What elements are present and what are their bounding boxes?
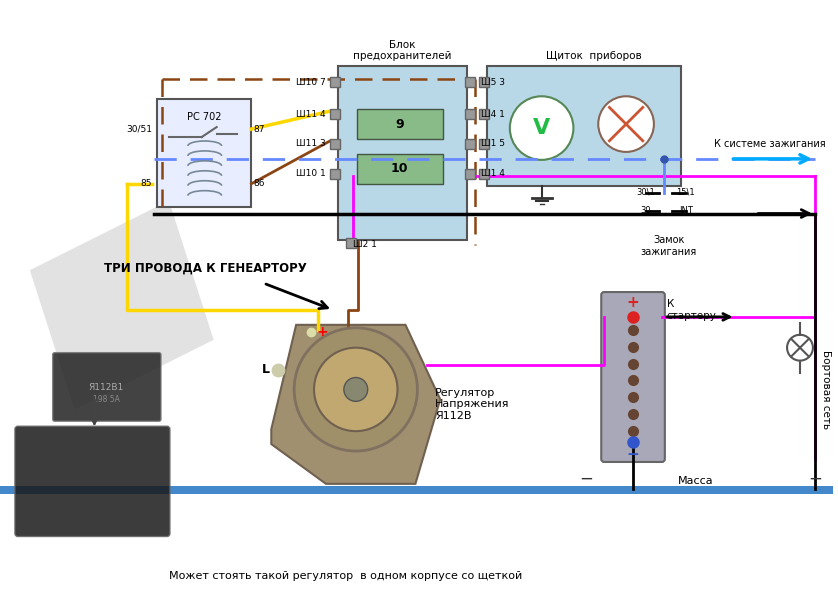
Text: Ш5 3: Ш5 3 — [481, 78, 505, 87]
Text: Ш11 3: Ш11 3 — [296, 140, 326, 149]
FancyBboxPatch shape — [357, 109, 443, 139]
Text: L: L — [262, 363, 271, 376]
Circle shape — [787, 335, 813, 361]
Bar — [338, 66, 467, 241]
Text: Ш1 5: Ш1 5 — [481, 140, 505, 149]
Bar — [479, 139, 489, 149]
Text: 85: 85 — [141, 179, 152, 188]
Text: Может стоять такой регулятор  в одном корпусе со щеткой: Может стоять такой регулятор в одном кор… — [169, 571, 522, 581]
Text: РС 702: РС 702 — [187, 112, 221, 122]
Polygon shape — [272, 325, 440, 484]
Text: Ш10 7: Ш10 7 — [296, 78, 326, 87]
Text: Ш1 4: Ш1 4 — [481, 170, 504, 179]
Text: 30/51: 30/51 — [126, 125, 152, 134]
Bar — [465, 109, 475, 119]
FancyBboxPatch shape — [601, 292, 665, 462]
Circle shape — [598, 96, 654, 152]
Bar — [479, 109, 489, 119]
Bar — [465, 78, 475, 87]
Text: К
стартеру: К стартеру — [667, 299, 716, 321]
Text: 198 5А: 198 5А — [93, 395, 120, 404]
Circle shape — [294, 328, 417, 451]
Text: Я112В1: Я112В1 — [89, 383, 124, 392]
Text: −: − — [579, 470, 593, 488]
Bar — [330, 78, 340, 87]
Text: Масса: Масса — [678, 476, 713, 486]
Text: V: V — [533, 118, 551, 138]
Bar — [465, 169, 475, 179]
Text: 15\1: 15\1 — [676, 187, 695, 196]
Text: Блок
предохранителей: Блок предохранителей — [354, 40, 452, 61]
Text: 30\1: 30\1 — [637, 187, 655, 196]
Bar — [465, 139, 475, 149]
Bar — [487, 66, 680, 186]
Text: +: + — [316, 325, 328, 338]
Text: Ш10 1: Ш10 1 — [296, 170, 326, 179]
Text: К системе зажигания: К системе зажигания — [714, 139, 826, 149]
Text: INT: INT — [679, 205, 693, 214]
Text: Щиток  приборов: Щиток приборов — [546, 51, 642, 61]
Circle shape — [510, 96, 573, 160]
Bar — [20, 190, 184, 300]
Text: Ш4 1: Ш4 1 — [481, 110, 504, 119]
Text: 30: 30 — [640, 205, 651, 214]
Text: +: + — [627, 296, 639, 310]
Bar — [0, 486, 833, 494]
Bar — [330, 169, 340, 179]
Bar — [157, 99, 251, 207]
Text: −: − — [627, 447, 639, 461]
Text: Регулятор
Напряжения
Я112В: Регулятор Напряжения Я112В — [435, 387, 510, 421]
Text: Замок
зажигания: Замок зажигания — [641, 235, 697, 257]
Bar — [479, 78, 489, 87]
Bar — [330, 139, 340, 149]
Text: Ш11 4: Ш11 4 — [297, 110, 326, 119]
Circle shape — [344, 377, 368, 401]
Text: ТРИ ПРОВОДА К ГЕНЕАРТОРУ: ТРИ ПРОВОДА К ГЕНЕАРТОРУ — [105, 261, 307, 275]
Text: 87: 87 — [253, 125, 265, 134]
Text: 86: 86 — [253, 179, 265, 188]
Bar — [479, 169, 489, 179]
Text: Бортовая сеть: Бортовая сеть — [821, 350, 830, 429]
Text: −: − — [808, 470, 822, 488]
Circle shape — [314, 347, 397, 431]
Bar — [330, 109, 340, 119]
Text: 9: 9 — [396, 118, 404, 131]
FancyBboxPatch shape — [357, 154, 443, 184]
Text: Ш2 1: Ш2 1 — [353, 240, 376, 249]
Text: 10: 10 — [391, 162, 408, 176]
FancyBboxPatch shape — [15, 426, 170, 537]
FancyBboxPatch shape — [53, 353, 161, 421]
Bar — [346, 238, 356, 248]
Polygon shape — [30, 201, 214, 410]
